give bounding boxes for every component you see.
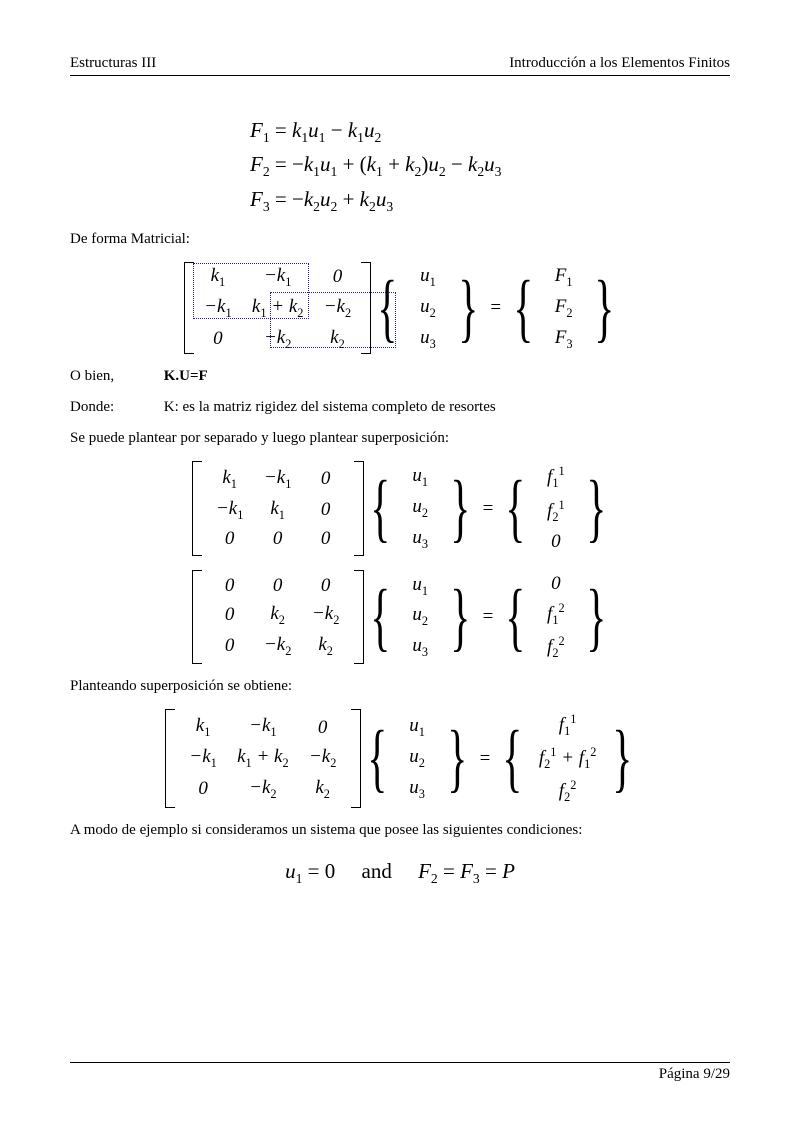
matrix-eq-2b: 000 0k2−k2 0−k2k2 { u1u2u3 } = { 0f12f22… bbox=[70, 570, 730, 664]
text-separado: Se puede plantear por separado y luego p… bbox=[70, 430, 730, 447]
kuf-equation: K.U=F bbox=[164, 368, 208, 384]
k-matrix-2a: k1−k10 −k1k10 000 bbox=[206, 464, 350, 554]
text-superposicion: Planteando superposición se obtiene: bbox=[70, 678, 730, 695]
page-footer: Página 9/29 bbox=[70, 1062, 730, 1083]
matrix-eq-2a: k1−k10 −k1k10 000 { u1u2u3 } = { f11f210… bbox=[70, 461, 730, 555]
stiffness-matrix-1: k1−k10 −k1k1 + k2−k2 0−k2k2 bbox=[184, 262, 372, 354]
text-obien: O bien, K.U=F bbox=[70, 368, 730, 385]
force-equations: F1 = k1u1 − k1u2 F2 = −k1u1 + (k1 + k2)u… bbox=[130, 114, 730, 217]
f-vector-1: F1F2F3 bbox=[540, 262, 588, 354]
header-right: Introducción a los Elementos Finitos bbox=[509, 55, 730, 72]
text-donde: Donde: K: es la matriz rigidez del siste… bbox=[70, 399, 730, 416]
boundary-conditions: u1 = 0 and F2 = F3 = P bbox=[70, 855, 730, 889]
text-ejemplo: A modo de ejemplo si consideramos un sis… bbox=[70, 822, 730, 839]
page: Estructuras III Introducción a los Eleme… bbox=[0, 0, 800, 1123]
page-header: Estructuras III Introducción a los Eleme… bbox=[70, 55, 730, 76]
k-matrix-3: k1−k10 −k1k1 + k2−k2 0−k2k2 bbox=[179, 712, 347, 804]
page-number: Página 9/29 bbox=[659, 1066, 730, 1082]
u-vector-1: u1u2u3 bbox=[404, 262, 452, 354]
header-left: Estructuras III bbox=[70, 55, 156, 72]
matrix-eq-3: k1−k10 −k1k1 + k2−k2 0−k2k2 { u1u2u3 } =… bbox=[70, 709, 730, 808]
text-matricial: De forma Matricial: bbox=[70, 231, 730, 248]
k-matrix-2b: 000 0k2−k2 0−k2k2 bbox=[206, 572, 350, 662]
matrix-eq-1: k1−k10 −k1k1 + k2−k2 0−k2k2 { u1u2u3 } =… bbox=[70, 262, 730, 354]
